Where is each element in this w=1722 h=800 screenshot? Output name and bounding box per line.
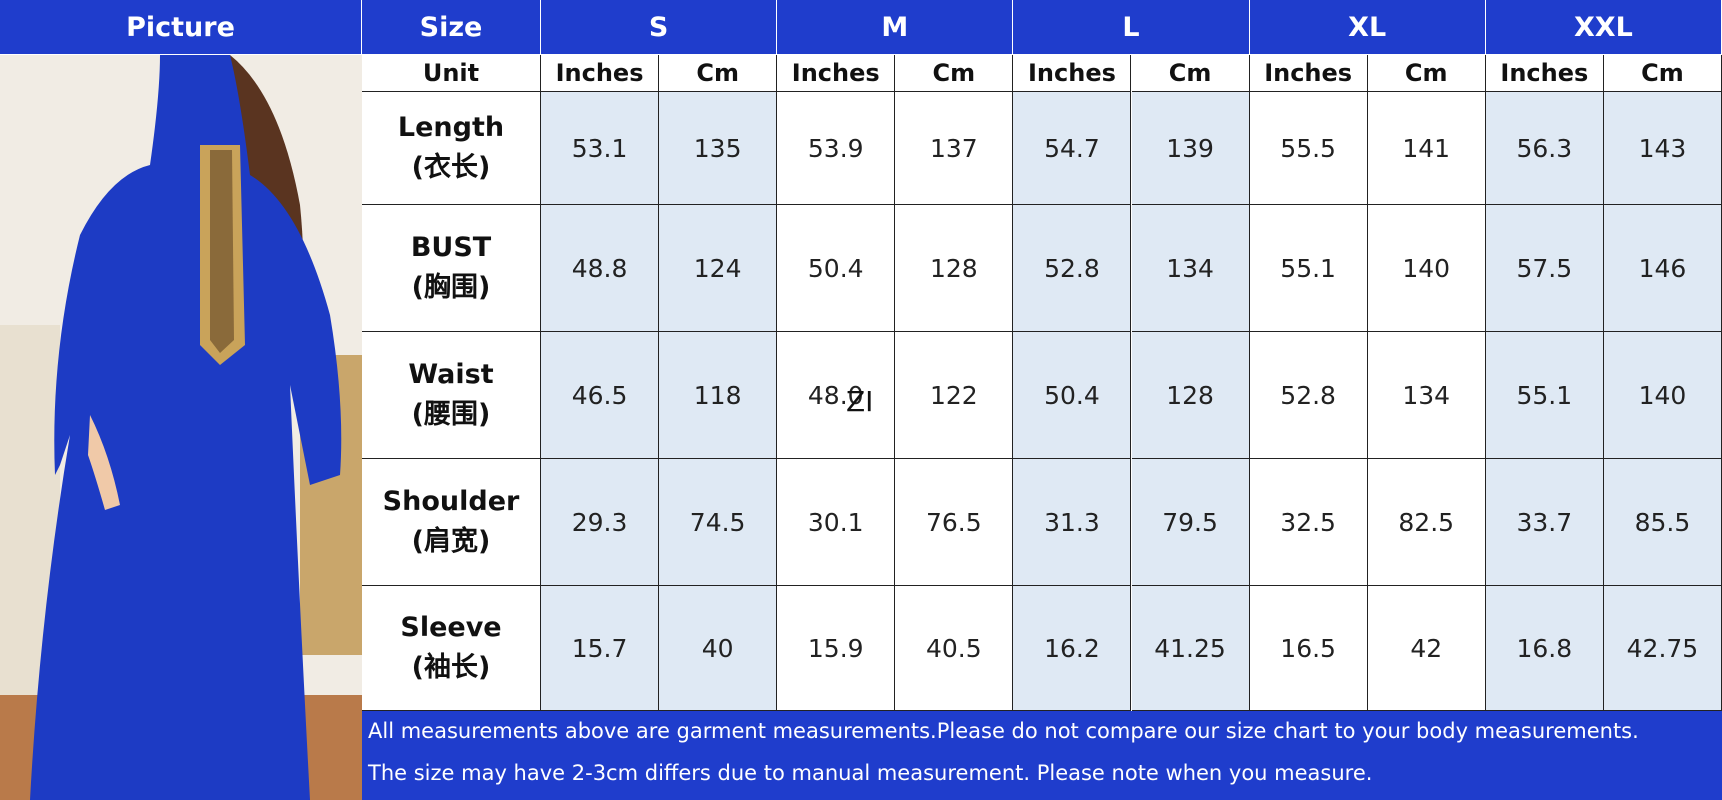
unit-cell: Inches <box>1485 55 1604 92</box>
label-text: Length <box>397 112 505 143</box>
value-cell: 15.9 <box>777 586 896 711</box>
value-cell: 74.5 <box>659 459 778 586</box>
size-header: M <box>777 0 1014 55</box>
unit-cell: Cm <box>895 55 1014 92</box>
value-cell: 76.5 <box>895 459 1014 586</box>
value-cell: 40.5 <box>895 586 1014 711</box>
value-cell: 52.8 <box>1013 205 1132 332</box>
row-label: Shoulder (肩宽) <box>362 459 541 586</box>
value-cell: 134 <box>1367 332 1486 459</box>
value-cell: 48.8 <box>541 205 660 332</box>
unit-cell: Inches <box>777 55 896 92</box>
watermark: ZI <box>846 385 874 418</box>
size-header: XXL <box>1485 0 1722 55</box>
value-cell: 53.1 <box>541 92 660 205</box>
unit-cell: Cm <box>1603 55 1722 92</box>
value-cell: 46.5 <box>541 332 660 459</box>
value-cell: 42.75 <box>1603 586 1722 711</box>
value-cell: 140 <box>1367 205 1486 332</box>
value-cell: 53.9 <box>777 92 896 205</box>
value-cell: 16.5 <box>1249 586 1368 711</box>
size-header: S <box>541 0 778 55</box>
value-cell: 122 <box>895 332 1014 459</box>
value-cell: 48.0 <box>777 332 896 459</box>
value-cell: 15.7 <box>541 586 660 711</box>
value-cell: 124 <box>659 205 778 332</box>
value-cell: 50.4 <box>777 205 896 332</box>
label-text: BUST <box>410 232 492 263</box>
label-cn: (衣长) <box>411 152 491 183</box>
value-cell: 55.1 <box>1249 205 1368 332</box>
unit-cell: Inches <box>541 55 660 92</box>
label-cn: (袖长) <box>411 652 491 683</box>
label-cn: (肩宽) <box>411 526 491 557</box>
value-cell: 55.1 <box>1485 332 1604 459</box>
unit-cell: Inches <box>1013 55 1132 92</box>
row-label: Waist (腰围) <box>362 332 541 459</box>
product-photo <box>0 55 362 800</box>
value-cell: 137 <box>895 92 1014 205</box>
value-cell: 140 <box>1603 332 1722 459</box>
value-cell: 85.5 <box>1603 459 1722 586</box>
value-cell: 57.5 <box>1485 205 1604 332</box>
label-text: Shoulder <box>382 486 520 517</box>
value-cell: 32.5 <box>1249 459 1368 586</box>
footer: All measurements above are garment measu… <box>362 711 1722 800</box>
value-cell: 82.5 <box>1367 459 1486 586</box>
header-cell: Size <box>362 0 541 55</box>
value-cell: 33.7 <box>1485 459 1604 586</box>
value-cell: 128 <box>895 205 1014 332</box>
value-cell: 143 <box>1603 92 1722 205</box>
value-cell: 42 <box>1367 586 1486 711</box>
label-text: Waist <box>408 359 494 390</box>
value-cell: 134 <box>1131 205 1250 332</box>
unit-cell: Inches <box>1249 55 1368 92</box>
value-cell: 29.3 <box>541 459 660 586</box>
row-label: Sleeve (袖长) <box>362 586 541 711</box>
value-cell: 54.7 <box>1013 92 1132 205</box>
size-header: L <box>1013 0 1250 55</box>
label-text: Sleeve <box>400 612 502 643</box>
label-cn: (腰围) <box>411 399 491 430</box>
value-cell: 79.5 <box>1131 459 1250 586</box>
value-cell: 16.8 <box>1485 586 1604 711</box>
value-cell: 16.2 <box>1013 586 1132 711</box>
footer-note: The size may have 2-3cm differs due to m… <box>368 761 1373 785</box>
value-cell: 52.8 <box>1249 332 1368 459</box>
unit-cell: Cm <box>1367 55 1486 92</box>
value-cell: 139 <box>1131 92 1250 205</box>
header-cell: Picture <box>0 0 362 55</box>
row-label: Length (衣长) <box>362 92 541 205</box>
value-cell: 135 <box>659 92 778 205</box>
value-cell: 146 <box>1603 205 1722 332</box>
footer-note: All measurements above are garment measu… <box>368 719 1639 743</box>
label-cn: (胸围) <box>411 272 491 303</box>
value-cell: 118 <box>659 332 778 459</box>
value-cell: 40 <box>659 586 778 711</box>
value-cell: 56.3 <box>1485 92 1604 205</box>
value-cell: 55.5 <box>1249 92 1368 205</box>
row-label: BUST (胸围) <box>362 205 541 332</box>
value-cell: 30.1 <box>777 459 896 586</box>
value-cell: 31.3 <box>1013 459 1132 586</box>
value-cell: 128 <box>1131 332 1250 459</box>
unit-label: Unit <box>362 55 541 92</box>
unit-cell: Cm <box>659 55 778 92</box>
value-cell: 141 <box>1367 92 1486 205</box>
value-cell: 50.4 <box>1013 332 1132 459</box>
value-cell: 41.25 <box>1131 586 1250 711</box>
unit-cell: Cm <box>1131 55 1250 92</box>
size-header: XL <box>1249 0 1486 55</box>
